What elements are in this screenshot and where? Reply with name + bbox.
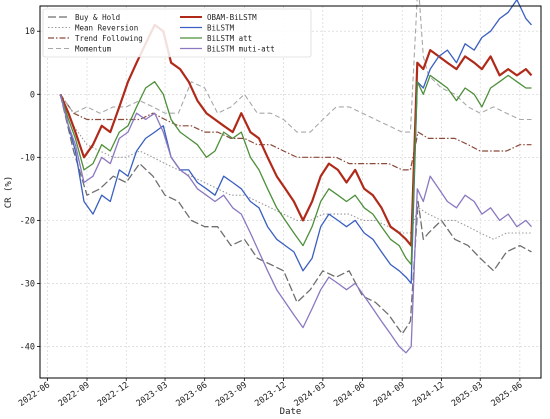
y-tick-label: -30 xyxy=(20,279,35,289)
x-tick-label: 2022-09 xyxy=(57,380,92,409)
x-axis-label: Date xyxy=(280,407,302,417)
legend-label: Mean Reversion xyxy=(75,24,138,33)
series-line-6 xyxy=(59,0,532,285)
x-tick-label: 2023-06 xyxy=(174,380,209,409)
x-tick-label: 2022-12 xyxy=(96,380,131,409)
x-tick-label: 2024-06 xyxy=(332,380,367,409)
series-line-8 xyxy=(59,94,532,354)
grid-lines xyxy=(40,6,541,378)
legend-label: Buy & Hold xyxy=(75,13,120,22)
x-tick-label: 2025-03 xyxy=(450,380,485,409)
series-line-7 xyxy=(59,74,532,266)
y-axis-ticks: -40 -30 -20 -10 0 10 xyxy=(20,27,40,352)
legend-label: BiLSTM muti-att xyxy=(207,45,275,54)
legend-label: Trend Following xyxy=(75,34,143,43)
series-line-5 xyxy=(59,23,533,247)
y-tick-label: -40 xyxy=(20,342,35,352)
x-tick-label: 2023-03 xyxy=(135,380,170,409)
y-tick-label: 0 xyxy=(30,90,35,100)
legend-label: BiLSTM xyxy=(207,24,235,33)
y-tick-label: -10 xyxy=(20,153,35,163)
legend-box xyxy=(42,8,312,58)
plot-frame xyxy=(39,5,542,379)
x-tick-label: 2022-06 xyxy=(17,380,52,409)
x-tick-label: 2023-12 xyxy=(253,380,288,409)
x-tick-label: 2024-03 xyxy=(292,380,327,409)
series-line-1 xyxy=(59,94,532,335)
y-tick-label: 10 xyxy=(25,27,35,37)
x-tick-label: 2023-09 xyxy=(214,380,249,409)
y-axis-label: CR (%) xyxy=(4,176,14,209)
legend-label: Momentum xyxy=(75,45,112,54)
legend-label: BiLSTM att xyxy=(207,34,252,43)
x-tick-label: 2024-09 xyxy=(372,380,407,409)
x-tick-label: 2024-12 xyxy=(411,380,446,409)
series-line-3 xyxy=(59,93,532,171)
x-axis-ticks: 2022-06 2022-09 2022-12 2023-03 2023-06 2023-… xyxy=(17,378,525,409)
x-tick-label: 2025-06 xyxy=(490,380,525,409)
legend-label: OBAM-BiLSTM xyxy=(207,13,257,22)
y-tick-label: -20 xyxy=(20,216,35,226)
